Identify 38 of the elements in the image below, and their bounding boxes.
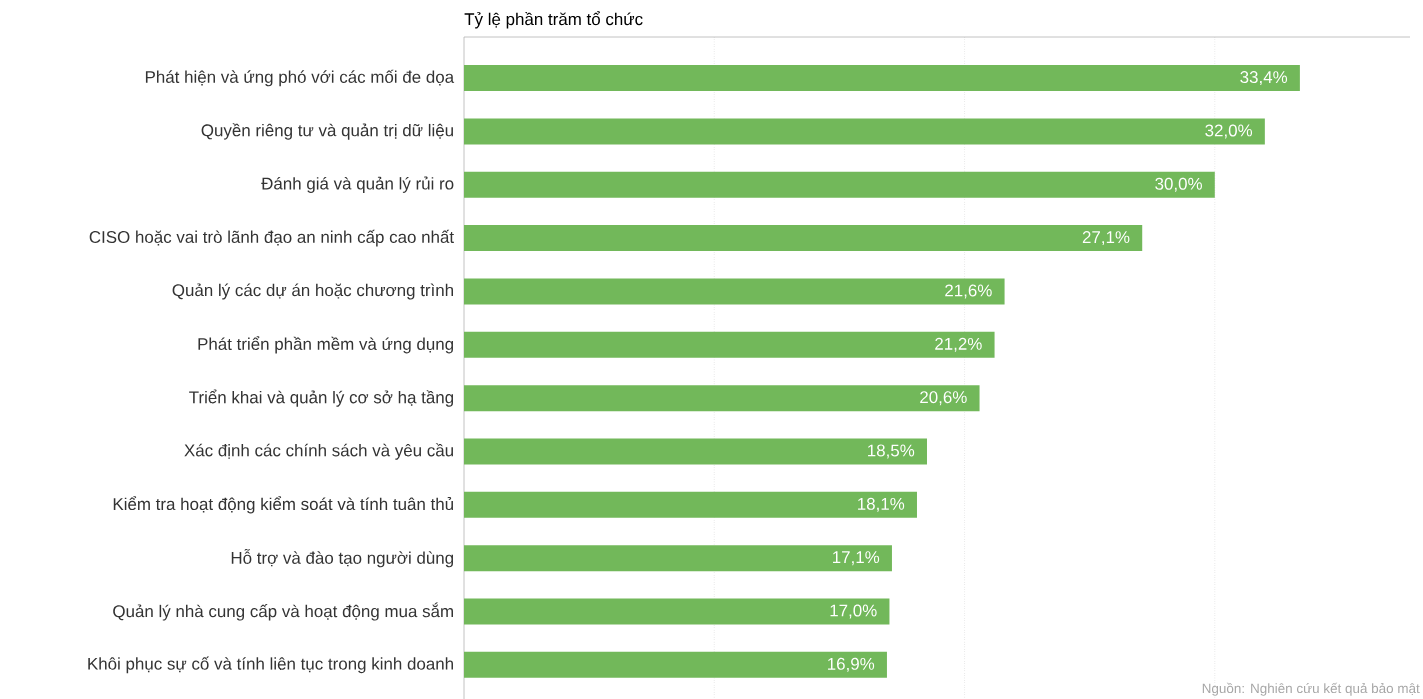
y-tick-label: Phát hiện và ứng phó với các mối đe dọa bbox=[145, 69, 455, 87]
bar bbox=[464, 438, 927, 465]
annotation: Nguồn: Nghiên cứu kết quả bảo mật bbox=[1202, 682, 1420, 696]
data-label: 27,1% bbox=[1082, 230, 1130, 245]
chart-title: Tỷ lệ phần trăm tổ chức bbox=[464, 11, 643, 29]
y-tick-label: Phát triển phần mềm và ứng dụng bbox=[198, 336, 454, 354]
bar bbox=[464, 278, 1005, 305]
y-tick-label: Triển khai và quản lý cơ sở hạ tầng bbox=[189, 389, 454, 407]
data-label: 18,5% bbox=[868, 444, 915, 459]
bar bbox=[464, 491, 917, 518]
y-tick-label: Hỗ trợ và đào tạo người dùng bbox=[231, 548, 454, 568]
bar bbox=[464, 331, 995, 358]
data-label: 30,0% bbox=[1155, 177, 1202, 192]
bar bbox=[464, 118, 1265, 145]
bar bbox=[464, 544, 892, 571]
data-label: 20,6% bbox=[920, 390, 967, 405]
bar bbox=[464, 224, 1143, 251]
data-label: 33,4% bbox=[1240, 70, 1288, 85]
bar bbox=[464, 598, 890, 625]
y-tick-label: Xác định các chính sách và yêu cầu bbox=[184, 443, 453, 460]
y-tick-label: Kiểm tra hoạt động kiểm soát và tính tuân thủ bbox=[113, 496, 453, 514]
data-label: 17,0% bbox=[830, 604, 877, 619]
data-label: 18,1% bbox=[858, 497, 905, 512]
bar bbox=[464, 64, 1300, 91]
bar bbox=[464, 171, 1215, 198]
y-tick-label: Quản lý các dự án hoặc chương trình bbox=[172, 283, 453, 300]
data-label: 21,2% bbox=[935, 337, 982, 352]
data-label: 32,0% bbox=[1205, 124, 1253, 139]
data-label: 17,1% bbox=[833, 551, 880, 565]
y-tick-label: Khôi phục sự cố và tính liên tục trong kinh doanh bbox=[88, 656, 453, 673]
y-tick-label: Đánh giá và quản lý rủi ro bbox=[261, 176, 454, 193]
bar bbox=[464, 384, 980, 411]
y-tick-label: Quyền riêng tư và quản trị dữ liệu bbox=[201, 122, 453, 140]
data-label: 16,9% bbox=[828, 657, 875, 672]
data-label: 21,6% bbox=[945, 284, 992, 299]
bar bbox=[464, 651, 887, 678]
y-tick-label: Quản lý nhà cung cấp và hoạt động mua sắm bbox=[113, 602, 453, 621]
y-tick-label: CISO hoặc vai trò lãnh đạo an ninh cấp cao nhất bbox=[89, 229, 454, 247]
